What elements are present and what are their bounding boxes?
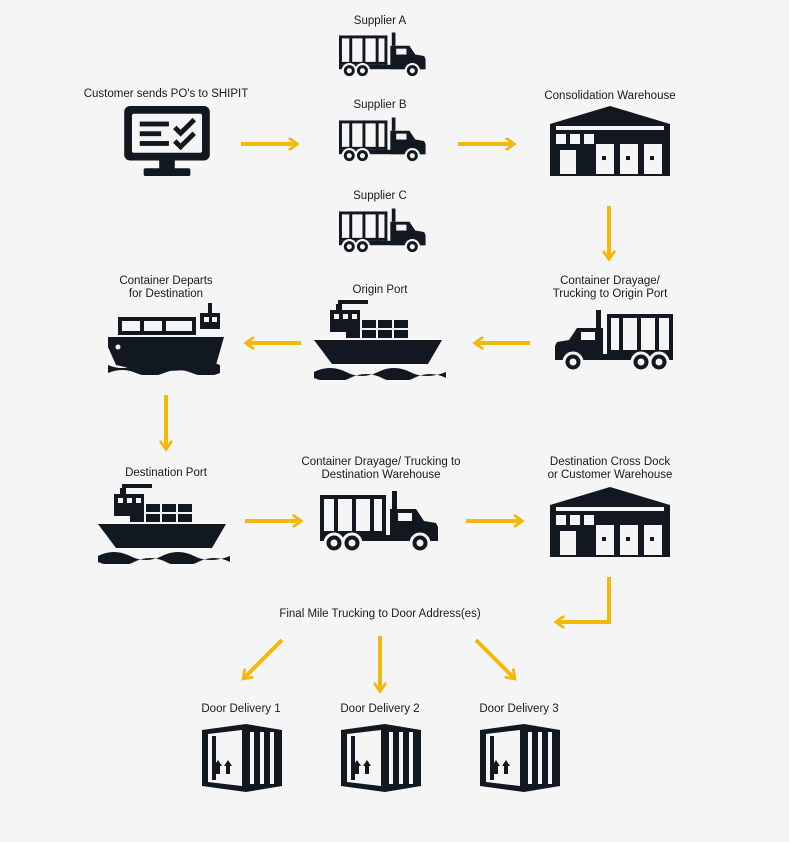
label-supplier-b: Supplier B [353,99,407,111]
label-destination-port: Destination Port [125,467,207,479]
label-customer: Customer sends PO's to SHIPIT [83,88,249,100]
label-door-delivery-1: Door Delivery 1 [201,703,281,715]
label-container-departs: Container Departs for Destination [96,275,236,301]
label-container-departs-line2: for Destination [128,288,204,300]
arrow-final-mile-to-door-3 [474,638,514,678]
label-drayage-destination-line2: Destination Warehouse [321,469,441,481]
label-supplier-a: Supplier A [353,15,407,27]
label-door-delivery-3: Door Delivery 3 [479,703,559,715]
label-drayage-origin-line2: Trucking to Origin Port [552,288,668,300]
label-consolidation: Consolidation Warehouse [544,90,676,102]
label-door-delivery-2: Door Delivery 2 [340,703,420,715]
label-final-mile: Final Mile Trucking to Door Address(es) [279,608,481,620]
arrow-cross-dock-to-final-mile [557,577,611,622]
arrow-final-mile-to-door-1 [244,638,284,678]
label-drayage-destination: Container Drayage/ Trucking to Destinati… [296,456,466,482]
label-drayage-origin: Container Drayage/ Trucking to Origin Po… [530,275,690,301]
label-cross-dock-line1: Destination Cross Dock [549,456,671,468]
label-container-departs-line1: Container Departs [119,275,213,287]
label-origin-port: Origin Port [352,284,408,296]
label-drayage-destination-line1: Container Drayage/ Trucking to [301,456,461,468]
label-drayage-origin-line1: Container Drayage/ [560,275,660,287]
label-cross-dock-line2: or Customer Warehouse [547,469,673,481]
label-cross-dock: Destination Cross Dock or Customer Wareh… [530,456,690,482]
label-supplier-c: Supplier C [353,190,407,202]
